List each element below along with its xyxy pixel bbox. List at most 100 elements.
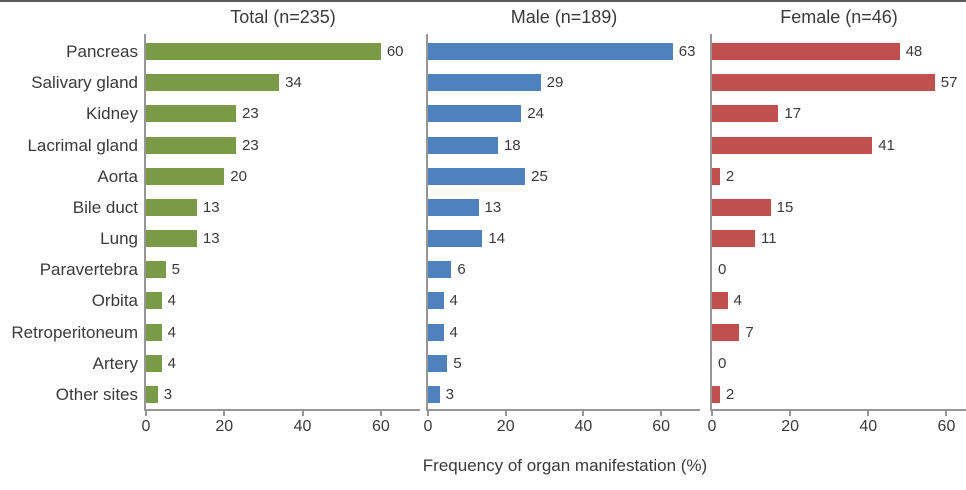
bar-value-label: 25 bbox=[531, 167, 548, 185]
x-tick-mark bbox=[223, 411, 226, 416]
y-axis-line bbox=[144, 34, 146, 411]
x-tick-mark bbox=[945, 411, 948, 416]
x-tick-mark bbox=[504, 411, 507, 416]
x-tick-label: 0 bbox=[707, 418, 717, 435]
category-label: Salivary gland bbox=[31, 73, 138, 93]
x-axis-line bbox=[426, 409, 700, 411]
bar bbox=[146, 198, 197, 216]
bar bbox=[428, 354, 448, 372]
bar bbox=[428, 292, 444, 310]
bar bbox=[428, 74, 541, 92]
panel-title: Total (n=235) bbox=[230, 7, 336, 27]
bar-value-label: 60 bbox=[386, 43, 404, 61]
category-label: Pancreas bbox=[66, 42, 138, 61]
x-axis-label: Frequency of organ manifestation (%) bbox=[422, 456, 708, 475]
bar bbox=[428, 43, 673, 61]
bar-value-label: 4 bbox=[167, 323, 176, 341]
bar-value-label: 4 bbox=[733, 292, 742, 310]
bar bbox=[146, 43, 381, 61]
bar-value-label: 23 bbox=[242, 136, 259, 154]
y-axis-line bbox=[426, 34, 428, 411]
x-tick-label: 40 bbox=[859, 418, 878, 435]
x-tick-label: 60 bbox=[371, 418, 390, 435]
bar bbox=[712, 323, 740, 341]
bar bbox=[428, 323, 444, 341]
bar-value-label: 18 bbox=[503, 136, 521, 154]
bar bbox=[428, 198, 479, 216]
bar bbox=[428, 136, 498, 154]
bar-value-label: 0 bbox=[718, 354, 727, 372]
x-tick-label: 0 bbox=[141, 418, 151, 435]
bar-value-label: 14 bbox=[488, 230, 506, 248]
x-tick-mark bbox=[711, 411, 713, 416]
bar-value-label: 4 bbox=[167, 292, 176, 310]
bar bbox=[146, 136, 237, 154]
top-border-line bbox=[0, 0, 966, 2]
x-axis-line bbox=[710, 409, 966, 411]
category-label: Paravertebra bbox=[39, 260, 138, 280]
category-label: Artery bbox=[92, 353, 138, 373]
bar-value-label: 4 bbox=[449, 292, 458, 310]
x-tick-label: 60 bbox=[937, 418, 956, 435]
x-tick-label: 20 bbox=[496, 418, 515, 435]
bar-value-label: 48 bbox=[905, 43, 923, 61]
bar-value-label: 41 bbox=[878, 136, 895, 154]
bar bbox=[146, 354, 162, 372]
x-tick-mark bbox=[660, 411, 663, 416]
x-tick-label: 40 bbox=[293, 418, 312, 435]
category-label: Orbita bbox=[91, 291, 138, 311]
bar bbox=[712, 43, 900, 61]
bar bbox=[146, 385, 158, 403]
bar bbox=[712, 385, 720, 403]
bar bbox=[428, 167, 526, 185]
bar-value-label: 3 bbox=[445, 385, 454, 403]
bar-value-label: 11 bbox=[760, 230, 777, 248]
panel-title: Male (n=189) bbox=[510, 7, 618, 27]
bar bbox=[146, 167, 225, 185]
panel-title: Female (n=46) bbox=[780, 7, 898, 27]
bar-value-label: 24 bbox=[527, 105, 544, 123]
bar-value-label: 7 bbox=[745, 323, 754, 341]
bar bbox=[712, 292, 728, 310]
bar-value-label: 6 bbox=[457, 261, 466, 279]
x-tick-label: 20 bbox=[215, 418, 234, 435]
y-axis-line bbox=[710, 34, 712, 411]
category-label: Kidney bbox=[86, 104, 138, 124]
bar bbox=[428, 261, 452, 279]
x-tick-mark bbox=[582, 411, 585, 416]
bar-value-label: 63 bbox=[678, 43, 696, 61]
x-tick-mark bbox=[867, 411, 870, 416]
bar bbox=[146, 261, 166, 279]
x-tick-mark bbox=[379, 411, 382, 416]
bar-value-label: 5 bbox=[171, 261, 180, 279]
bar bbox=[428, 385, 440, 403]
bar-value-label: 29 bbox=[546, 74, 564, 92]
category-label: Other sites bbox=[55, 384, 138, 404]
bar-value-label: 15 bbox=[776, 198, 794, 216]
bar-value-label: 20 bbox=[230, 167, 247, 185]
x-tick-label: 20 bbox=[781, 418, 800, 435]
x-axis-line bbox=[144, 409, 420, 411]
category-label: Lacrimal gland bbox=[27, 135, 138, 155]
bar bbox=[712, 167, 720, 185]
bar bbox=[712, 198, 771, 216]
bar-value-label: 2 bbox=[725, 385, 735, 403]
bar bbox=[712, 74, 935, 92]
category-label: Retroperitoneum bbox=[11, 322, 138, 342]
x-tick-mark bbox=[301, 411, 304, 416]
bar bbox=[146, 74, 280, 92]
x-tick-label: 40 bbox=[574, 418, 593, 435]
bar-value-label: 23 bbox=[242, 105, 259, 123]
bar bbox=[146, 292, 162, 310]
category-label: Lung bbox=[100, 229, 138, 248]
bar-value-label: 5 bbox=[453, 354, 462, 372]
x-tick-label: 60 bbox=[652, 418, 671, 435]
bar-value-label: 3 bbox=[163, 385, 173, 403]
bar-value-label: 57 bbox=[940, 74, 958, 92]
bar bbox=[146, 105, 237, 123]
bar bbox=[146, 230, 197, 248]
bar-value-label: 2 bbox=[725, 167, 735, 185]
bar-value-label: 13 bbox=[202, 198, 220, 216]
bar bbox=[146, 323, 162, 341]
